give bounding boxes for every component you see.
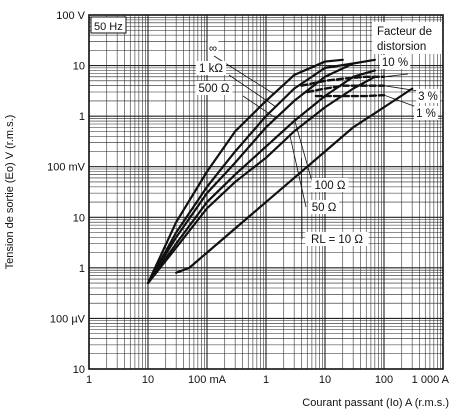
curve-label: 3 % (418, 91, 438, 103)
frequency-label: 50 Hz (94, 21, 123, 33)
series-line (146, 69, 376, 285)
frequency-label-box: 50 Hz (90, 16, 127, 34)
curve-label-bg (379, 55, 411, 69)
curve-label-leader (293, 118, 314, 186)
curve-label: 1 kΩ (199, 63, 223, 75)
x-tick-label: 1 000 A (412, 374, 450, 386)
curve-label-bg (311, 178, 349, 192)
curve-label-leader (289, 133, 307, 208)
y-tick-label: 10 (73, 364, 85, 376)
curve-label: 100 Ω (315, 180, 346, 192)
grid-layer (88, 15, 443, 370)
curve-label: 10 % (382, 57, 408, 69)
series-line (300, 75, 386, 87)
y-tick-label: 100 µV (50, 313, 86, 325)
curve-label-leader (228, 74, 277, 108)
y-tick-label: 100 V (56, 10, 85, 22)
curve-label: ∞ (209, 43, 217, 55)
distortion-title-line-1: Facteur de (377, 26, 432, 38)
curve-label-bg (195, 61, 227, 75)
series-line (146, 62, 355, 285)
x-tick-label: 10 (319, 374, 331, 386)
curve-label: 50 Ω (312, 202, 337, 214)
curve-label-bg (305, 232, 369, 246)
x-tick-label: 1 (86, 374, 92, 386)
series-line (146, 58, 376, 285)
curve-label-leader (242, 95, 277, 119)
y-tick-label: 10 (73, 212, 85, 224)
curve-label-bg (414, 106, 438, 120)
y-tick-label: 10 (73, 61, 85, 73)
x-tick-label: 100 mA (188, 374, 227, 386)
y-tick-label: 1 (79, 111, 85, 123)
curve-label-bg (207, 41, 219, 55)
curve-label: 500 Ω (199, 83, 230, 95)
distortion-title: Facteur de distorsion (372, 22, 442, 54)
distortion-title-line-2: distorsion (377, 41, 426, 53)
plot-frame (88, 14, 444, 370)
series-line (146, 58, 344, 285)
curve-label-bg (308, 200, 340, 214)
x-tick-label: 1 (263, 374, 269, 386)
curve-label: RL = 10 Ω (311, 234, 363, 246)
x-tick-label: 100 (375, 374, 393, 386)
x-tick-label: 10 (142, 374, 154, 386)
curve-label: 1 % (416, 108, 436, 120)
curve-label-bg (416, 89, 440, 103)
y-tick-label: 100 mV (47, 162, 86, 174)
curve-label-leader (383, 73, 409, 78)
y-axis-title: Tension de sortie (Eo) V (r.m.s.) (4, 115, 16, 270)
y-tick-label: 1 (79, 263, 85, 275)
curve-label-bg (195, 81, 233, 95)
series-line (306, 84, 386, 94)
curve-layer (146, 58, 414, 285)
series-line (314, 93, 386, 98)
x-axis-title: Courant passant (Io) A (r.m.s.) (302, 397, 449, 409)
series-line (175, 87, 414, 274)
